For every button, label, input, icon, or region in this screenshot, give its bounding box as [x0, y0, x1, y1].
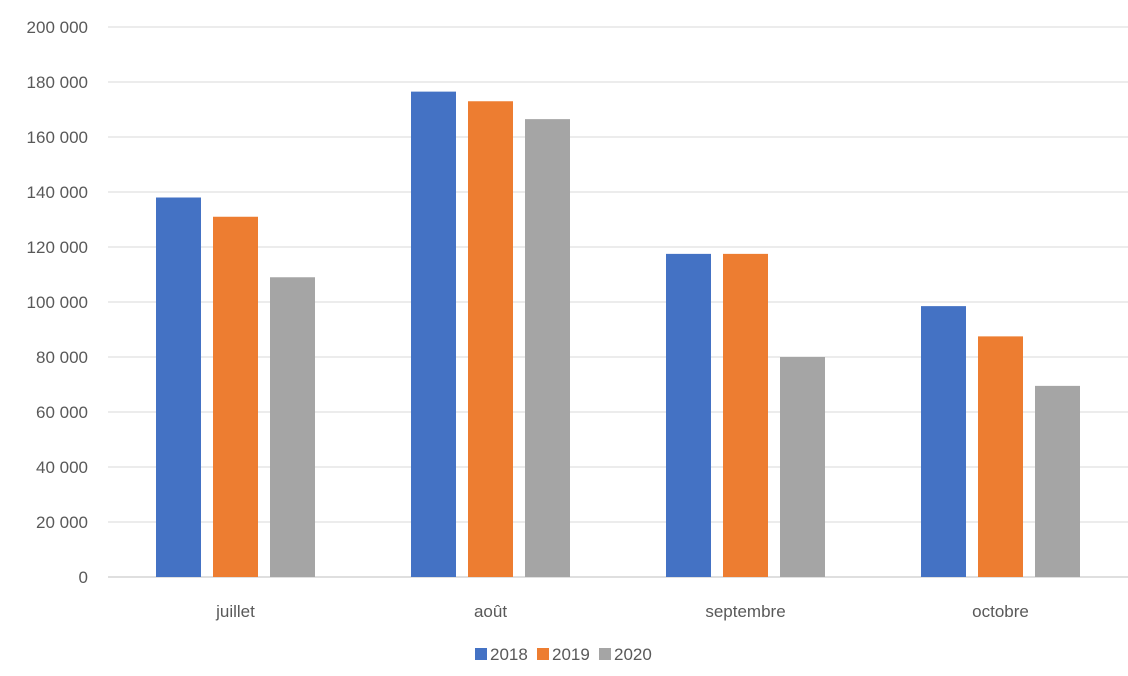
gridlines — [108, 26, 1128, 578]
bar-2018-août — [411, 91, 456, 577]
y-tick-label: 0 — [79, 568, 88, 587]
legend-label: 2019 — [552, 645, 590, 664]
legend-swatch — [537, 648, 549, 660]
legend: 2018 2019 2020 — [475, 645, 652, 664]
bar-2020-septembre — [780, 357, 825, 577]
axis-labels: 0 20 000 40 000 60 000 80 000 100 000 120 000 1… — [27, 18, 1029, 621]
legend-swatch — [599, 648, 611, 660]
legend-item-2018: 2018 — [475, 645, 528, 664]
x-category-label: octobre — [972, 602, 1029, 621]
legend-swatch — [475, 648, 487, 660]
y-tick-label: 120 000 — [27, 238, 88, 257]
bar-2019-août — [468, 101, 513, 577]
y-tick-label: 20 000 — [36, 513, 88, 532]
bars — [156, 91, 1080, 577]
x-category-label: août — [474, 602, 507, 621]
bar-2018-juillet — [156, 197, 201, 577]
x-category-label: septembre — [705, 602, 785, 621]
y-tick-label: 60 000 — [36, 403, 88, 422]
y-tick-label: 40 000 — [36, 458, 88, 477]
y-tick-label: 80 000 — [36, 348, 88, 367]
legend-label: 2020 — [614, 645, 652, 664]
bar-2019-octobre — [978, 336, 1023, 577]
legend-label: 2018 — [490, 645, 528, 664]
legend-item-2019: 2019 — [537, 645, 590, 664]
bar-2019-juillet — [213, 216, 258, 577]
bar-2020-octobre — [1035, 385, 1080, 577]
bar-2020-août — [525, 119, 570, 577]
x-category-label: juillet — [215, 602, 255, 621]
bar-2018-septembre — [666, 253, 711, 577]
y-tick-label: 140 000 — [27, 183, 88, 202]
bar-2020-juillet — [270, 277, 315, 577]
y-tick-label: 160 000 — [27, 128, 88, 147]
y-tick-label: 100 000 — [27, 293, 88, 312]
bar-2018-octobre — [921, 306, 966, 577]
y-tick-label: 200 000 — [27, 18, 88, 37]
legend-item-2020: 2020 — [599, 645, 652, 664]
bar-2019-septembre — [723, 253, 768, 577]
y-tick-label: 180 000 — [27, 73, 88, 92]
